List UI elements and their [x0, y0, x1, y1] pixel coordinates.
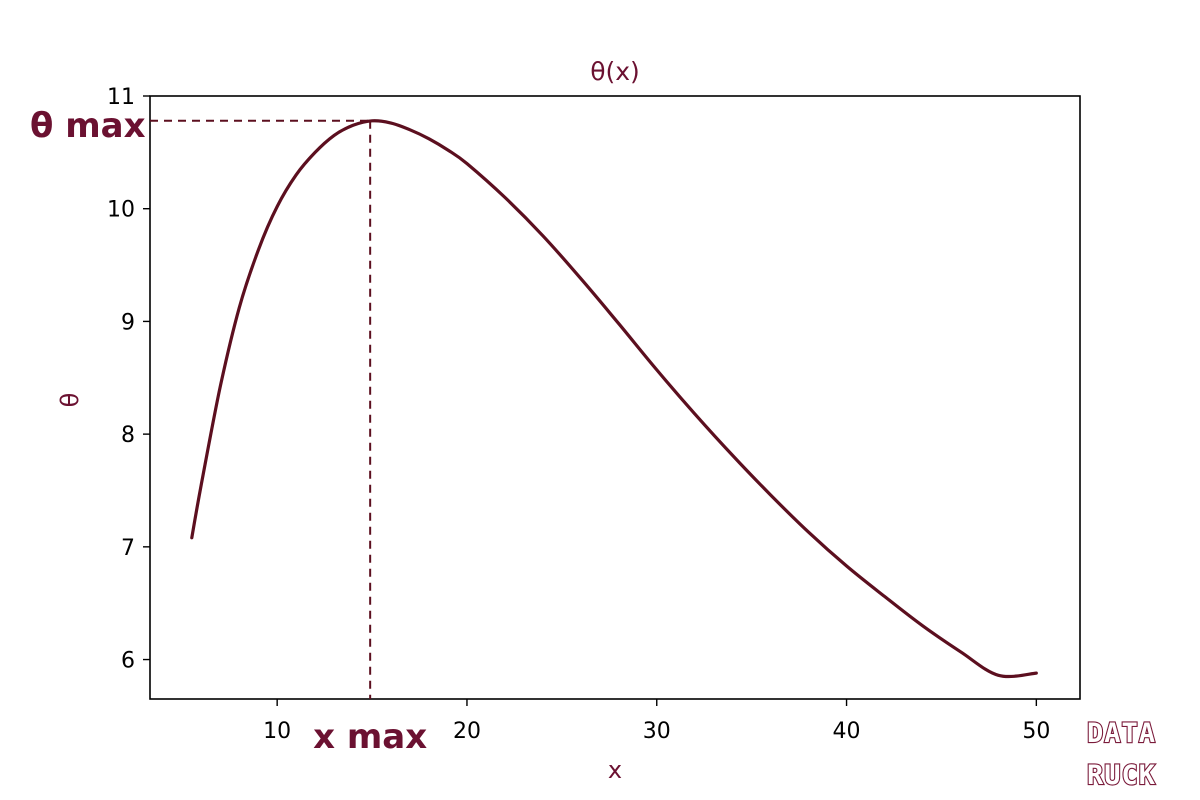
y-tick-label: 7: [121, 536, 135, 561]
y-tick-label: 8: [121, 423, 135, 448]
x-max-label: x max: [313, 717, 427, 757]
watermark: DATA RUCK: [1086, 717, 1156, 792]
x-tick-label: 40: [833, 719, 861, 744]
max-annotations: θ max x max: [30, 106, 427, 757]
x-tick-label: 50: [1022, 719, 1050, 744]
x-axis-label: x: [608, 756, 622, 784]
x-tick-label: 30: [643, 719, 671, 744]
theta-max-label: θ max: [30, 106, 146, 146]
x-axis-ticks: 10 20 30 40 50: [263, 699, 1050, 744]
plot-frame: [149, 95, 1081, 700]
y-axis-ticks: 6 7 8 9 10 11: [107, 85, 150, 674]
x-tick-label: 20: [453, 719, 481, 744]
y-tick-label: 6: [121, 649, 135, 674]
watermark-line-1: DATA: [1087, 718, 1156, 749]
y-tick-label: 9: [121, 310, 135, 335]
y-axis-label: θ: [56, 393, 84, 408]
chart-title: θ(x): [590, 57, 640, 86]
x-tick-label: 10: [263, 719, 291, 744]
watermark-line-2: RUCK: [1087, 760, 1156, 791]
y-tick-label: 11: [107, 85, 135, 110]
y-tick-label: 10: [107, 198, 135, 223]
series-line-theta: [190, 119, 1038, 679]
